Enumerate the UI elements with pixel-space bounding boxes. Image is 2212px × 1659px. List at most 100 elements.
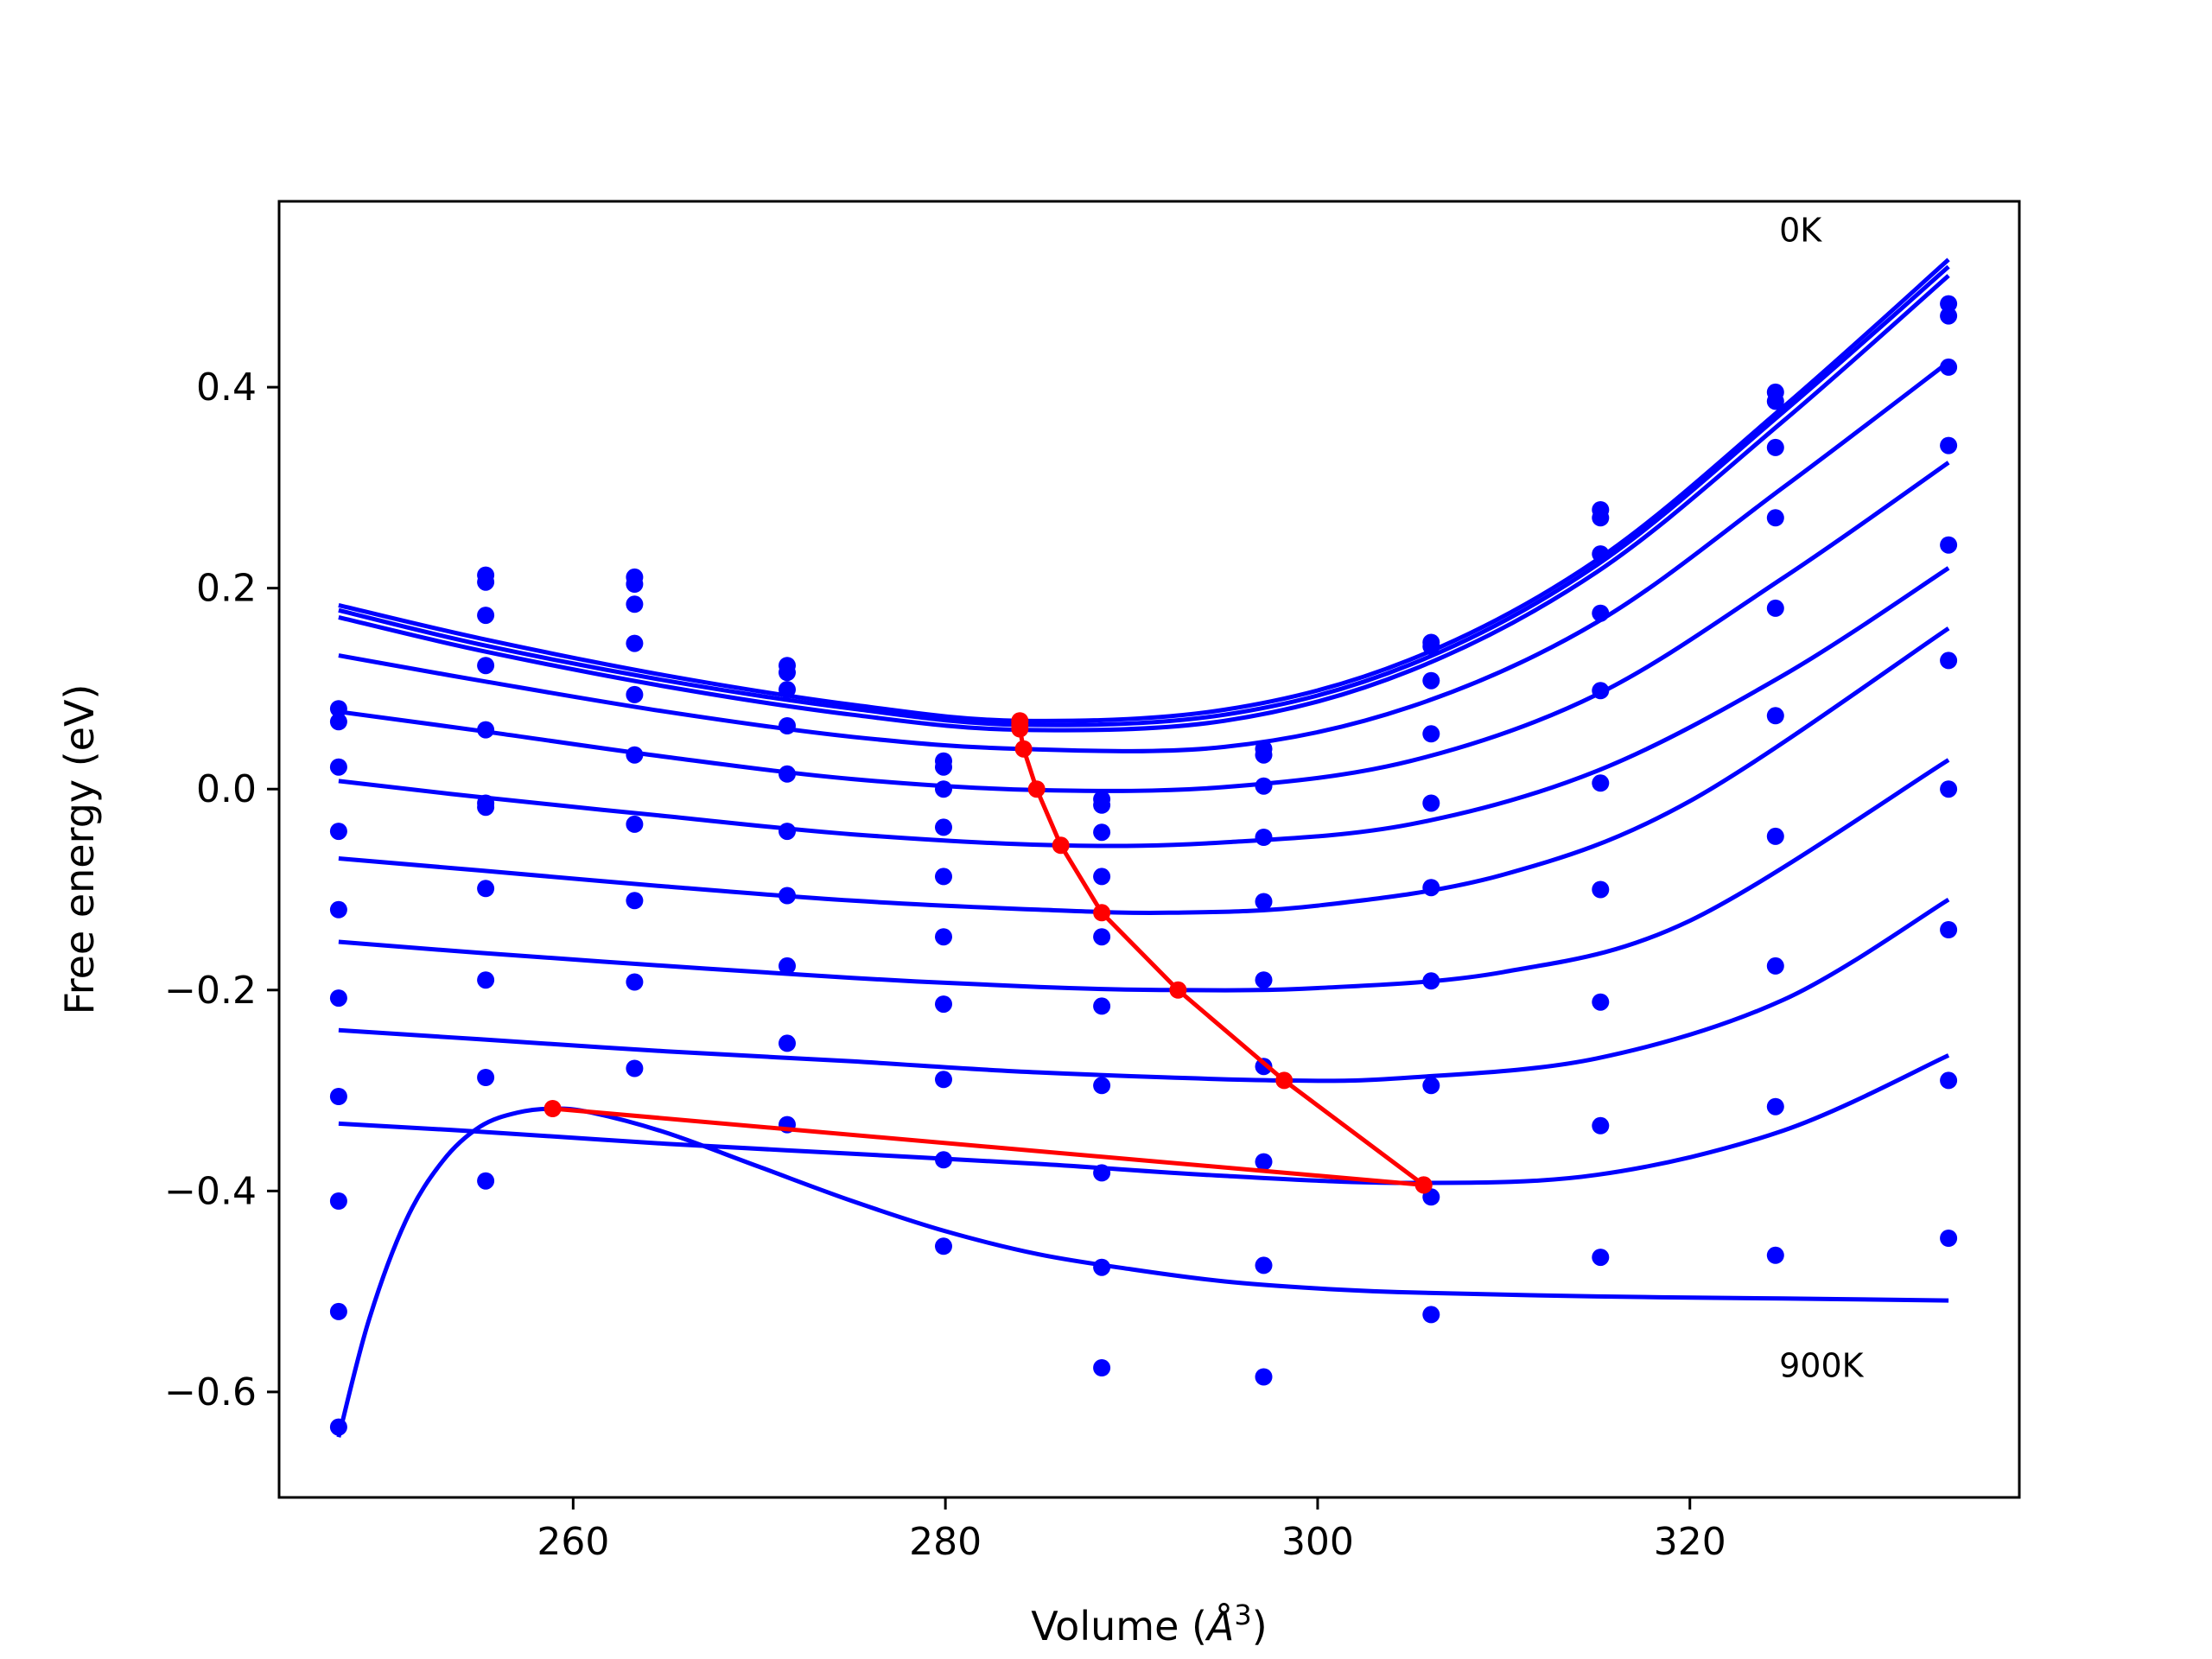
minima-point bbox=[1169, 981, 1187, 999]
minima-point bbox=[1027, 780, 1046, 798]
annotation-label: 0K bbox=[1779, 212, 1822, 250]
minima-path bbox=[543, 712, 1433, 1194]
minima-point bbox=[543, 1100, 562, 1117]
data-point bbox=[1940, 436, 1958, 454]
data-point bbox=[779, 823, 796, 841]
minima-point bbox=[1052, 836, 1070, 855]
data-point bbox=[1093, 928, 1111, 946]
annotation-label: 900K bbox=[1779, 1346, 1865, 1384]
data-point bbox=[1255, 829, 1273, 846]
data-point bbox=[329, 713, 347, 731]
data-point bbox=[1255, 746, 1273, 764]
data-point bbox=[1592, 993, 1610, 1011]
data-point bbox=[477, 573, 495, 591]
data-point bbox=[329, 900, 347, 918]
fit-curve-0 bbox=[338, 257, 1950, 723]
data-point bbox=[1940, 358, 1958, 376]
data-point bbox=[779, 957, 796, 975]
fit-curve-9 bbox=[338, 1053, 1950, 1185]
data-point bbox=[1592, 1249, 1610, 1267]
data-point bbox=[935, 1071, 952, 1089]
data-point bbox=[1766, 599, 1784, 617]
data-point bbox=[477, 607, 495, 625]
y-axis-ticks: 0.4 0.2 0.0 −0.2 −0.4 −0.6 bbox=[164, 365, 279, 1414]
data-point bbox=[1093, 1077, 1111, 1095]
data-point bbox=[1093, 1258, 1111, 1276]
data-point bbox=[626, 595, 644, 613]
data-point bbox=[1940, 307, 1958, 325]
y-tick-label: −0.4 bbox=[164, 1169, 257, 1213]
data-point bbox=[935, 758, 952, 776]
data-point bbox=[1766, 1097, 1784, 1116]
data-point bbox=[626, 634, 644, 652]
data-point bbox=[1592, 604, 1610, 622]
minima-point bbox=[1014, 740, 1033, 758]
data-point bbox=[779, 765, 796, 783]
x-tick-label: 320 bbox=[1654, 1520, 1726, 1564]
fit-curve-5 bbox=[338, 566, 1950, 849]
data-point bbox=[1940, 780, 1958, 798]
data-point bbox=[779, 681, 796, 699]
annotations: 0K 900K bbox=[1779, 212, 1865, 1385]
data-point bbox=[779, 664, 796, 682]
data-point bbox=[935, 818, 952, 836]
data-point bbox=[1093, 1359, 1111, 1376]
data-point bbox=[1093, 823, 1111, 842]
y-tick-label: −0.2 bbox=[164, 969, 257, 1013]
data-point bbox=[1940, 536, 1958, 554]
plot-frame bbox=[277, 200, 2021, 1499]
data-point bbox=[1422, 879, 1440, 897]
fit-curve-1 bbox=[338, 264, 1950, 728]
x-tick-label: 300 bbox=[1281, 1520, 1354, 1564]
fit-curve-3 bbox=[338, 360, 1950, 753]
data-point bbox=[477, 657, 495, 675]
data-point bbox=[477, 721, 495, 739]
data-point bbox=[1592, 1116, 1610, 1135]
minima-point bbox=[1093, 904, 1111, 922]
minima-point bbox=[1011, 720, 1029, 738]
data-point bbox=[1592, 545, 1610, 563]
data-point bbox=[1422, 794, 1440, 812]
data-point bbox=[626, 685, 644, 703]
data-point bbox=[1422, 1306, 1440, 1324]
data-point bbox=[1766, 827, 1784, 845]
fit-curve-2 bbox=[338, 274, 1950, 733]
x-tick-label: 280 bbox=[909, 1520, 982, 1564]
data-point bbox=[935, 780, 952, 798]
data-point bbox=[329, 758, 347, 776]
fit-curve-7 bbox=[338, 758, 1950, 993]
data-point bbox=[329, 823, 347, 841]
data-point bbox=[779, 887, 796, 905]
y-axis-label: Free energy (eV) bbox=[56, 684, 103, 1015]
data-point bbox=[1592, 682, 1610, 700]
data-point bbox=[626, 815, 644, 833]
data-point bbox=[1255, 1368, 1273, 1386]
data-point bbox=[329, 989, 347, 1007]
data-point bbox=[1766, 509, 1784, 527]
data-point bbox=[1766, 438, 1784, 456]
data-point bbox=[1422, 1077, 1440, 1095]
data-point bbox=[1255, 777, 1273, 795]
data-point bbox=[1940, 1230, 1958, 1247]
fit-curve-8 bbox=[338, 897, 1950, 1084]
data-point bbox=[626, 973, 644, 991]
data-point bbox=[935, 1151, 952, 1169]
data-point bbox=[1422, 638, 1440, 656]
data-point bbox=[935, 995, 952, 1014]
data-point bbox=[626, 575, 644, 593]
data-point bbox=[626, 1059, 644, 1077]
fit-curve-4 bbox=[338, 461, 1950, 793]
data-point bbox=[1093, 868, 1111, 886]
minima-point bbox=[1275, 1071, 1294, 1090]
data-point bbox=[1093, 796, 1111, 814]
data-point bbox=[1093, 1164, 1111, 1182]
data-point bbox=[626, 892, 644, 910]
x-tick-label: 260 bbox=[537, 1520, 609, 1564]
data-point bbox=[477, 798, 495, 817]
data-point bbox=[935, 868, 952, 886]
data-point bbox=[477, 1172, 495, 1190]
fit-curve-10 bbox=[336, 1106, 1949, 1438]
data-point bbox=[1255, 893, 1273, 911]
data-point bbox=[1422, 671, 1440, 690]
